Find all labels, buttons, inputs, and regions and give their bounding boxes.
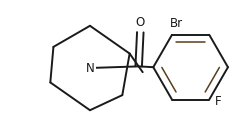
Text: Br: Br	[169, 17, 182, 30]
Text: F: F	[214, 95, 221, 108]
Text: N: N	[85, 61, 94, 75]
Text: O: O	[135, 16, 144, 29]
